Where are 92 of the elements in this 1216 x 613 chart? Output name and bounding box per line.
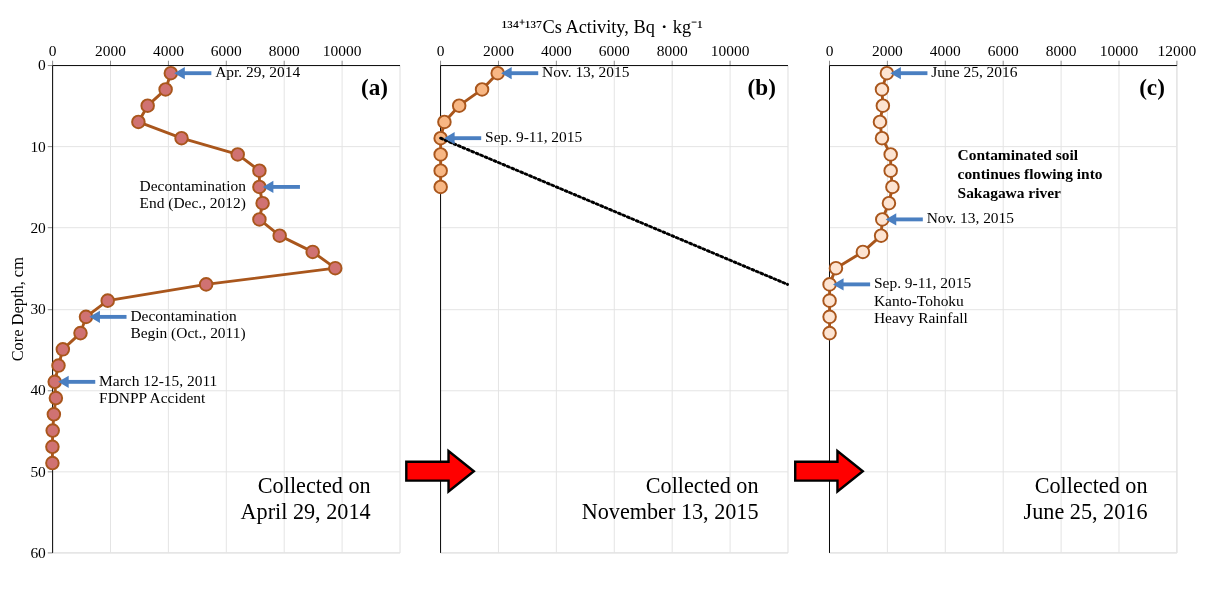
point: [272, 228, 287, 243]
point: [140, 98, 155, 113]
point: [48, 390, 64, 406]
x-tick-label: 2000: [483, 41, 515, 59]
point: [474, 82, 490, 97]
annotation: Collected on June 25, 2016: [1023, 472, 1148, 525]
annotation: Collected on November 13, 2015: [581, 472, 759, 525]
x-tick-label: 10000: [322, 41, 362, 59]
point: [45, 455, 60, 471]
annotation: Decontamination Begin (Oct., 2011): [130, 306, 246, 343]
point: [45, 423, 60, 438]
point: [822, 325, 837, 341]
point: [252, 163, 267, 178]
point: [46, 407, 62, 422]
x-tick-label: 8000: [656, 41, 688, 59]
point: [822, 309, 837, 325]
x-tick-label: 2000: [95, 41, 127, 59]
point: [252, 212, 267, 227]
point: [883, 147, 898, 162]
point: [198, 277, 214, 292]
x-tick-label: 6000: [987, 41, 1019, 59]
point: [174, 130, 189, 146]
point: [828, 260, 844, 276]
annotation: (c): [1139, 73, 1165, 100]
point: [78, 309, 94, 325]
y-tick-label: 30: [30, 300, 47, 318]
x-tick-label: 2000: [871, 41, 904, 59]
annotation: (b): [747, 73, 776, 100]
y-tick-label: 50: [30, 462, 47, 480]
annotation: Contaminated soil continues flowing into Sakagawa river: [957, 146, 1103, 201]
point: [875, 212, 890, 227]
point: [822, 293, 837, 308]
y-tick-label: 20: [30, 218, 47, 236]
point: [881, 195, 897, 211]
point: [855, 244, 871, 260]
point: [100, 293, 115, 308]
point: [490, 65, 505, 81]
point: [73, 325, 88, 341]
annotation: June 25, 2016: [931, 63, 1018, 81]
x-tick-label: 0: [436, 41, 445, 59]
point: [879, 65, 895, 81]
x-tick-label: 6000: [598, 41, 630, 59]
point: [230, 147, 245, 162]
point: [873, 228, 889, 243]
point: [433, 163, 448, 178]
point: [872, 114, 888, 130]
point: [51, 358, 66, 373]
point: [163, 65, 179, 81]
x-tick-label: 10000: [1099, 41, 1139, 59]
x-tick-label: 6000: [210, 41, 243, 59]
annotation: Apr. 29, 2014: [215, 63, 301, 81]
point: [305, 244, 320, 260]
point: [47, 374, 62, 390]
annotation: Sep. 9-11, 2015: [485, 128, 583, 146]
annotation: March 12-15, 2011 FDNPP Accident: [99, 371, 218, 407]
y-tick-label: 40: [30, 381, 47, 399]
x-tick-label: 8000: [268, 41, 300, 59]
annotation: Nov. 13, 2015: [542, 63, 630, 81]
x-tick-label: 0: [825, 41, 834, 59]
x-tick-label: 10000: [710, 41, 750, 59]
x-tick-label: 4000: [152, 41, 185, 59]
annotation: Sep. 9-11, 2015 Kanto-Tohoku Heavy Rainfall: [873, 274, 972, 326]
point: [45, 439, 60, 455]
point: [433, 179, 448, 195]
point: [255, 195, 270, 211]
x-tick-label: 12000: [1157, 41, 1197, 59]
point: [328, 260, 343, 276]
point: [874, 82, 890, 97]
x-axis-title: ¹³⁴⁺¹³⁷Cs Activity, Bq・kg⁻¹: [501, 16, 703, 37]
point: [252, 179, 267, 195]
point: [875, 98, 891, 113]
point: [131, 114, 146, 130]
point: [433, 147, 448, 162]
y-tick-label: 0: [38, 56, 47, 74]
annotation: (a): [360, 73, 388, 100]
x-tick-label: 4000: [540, 41, 573, 59]
y-axis-title: Core Depth, cm: [7, 256, 27, 362]
x-tick-label: 8000: [1045, 41, 1077, 59]
point: [158, 82, 173, 97]
point: [451, 98, 467, 113]
point: [874, 130, 890, 146]
annotation: Collected on April 29, 2014: [240, 472, 371, 525]
y-tick-label: 10: [30, 137, 47, 155]
x-tick-label: 4000: [929, 41, 962, 59]
annotation: Decontamination End (Dec., 2012): [139, 176, 247, 213]
y-tick-label: 60: [30, 543, 47, 561]
point: [55, 342, 71, 357]
point: [437, 114, 452, 130]
annotation: Nov. 13, 2015: [926, 209, 1015, 227]
point: [883, 163, 898, 178]
point: [885, 179, 900, 195]
point: [822, 277, 837, 292]
